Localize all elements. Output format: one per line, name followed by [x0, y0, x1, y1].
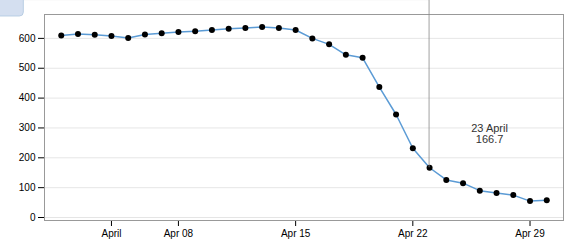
svg-text:400: 400	[19, 92, 36, 103]
svg-text:200: 200	[19, 152, 36, 163]
svg-text:Apr 08: Apr 08	[164, 228, 194, 239]
svg-text:Apr 22: Apr 22	[398, 228, 428, 239]
svg-text:Apr 15: Apr 15	[281, 228, 311, 239]
svg-text:100: 100	[19, 182, 36, 193]
svg-text:500: 500	[19, 62, 36, 73]
svg-text:Apr 29: Apr 29	[515, 228, 545, 239]
svg-text:0: 0	[30, 212, 36, 223]
svg-text:23 April166.7: 23 April166.7	[471, 122, 508, 145]
svg-text:300: 300	[19, 122, 36, 133]
svg-text:April: April	[101, 228, 121, 239]
svg-text:600: 600	[19, 33, 36, 44]
